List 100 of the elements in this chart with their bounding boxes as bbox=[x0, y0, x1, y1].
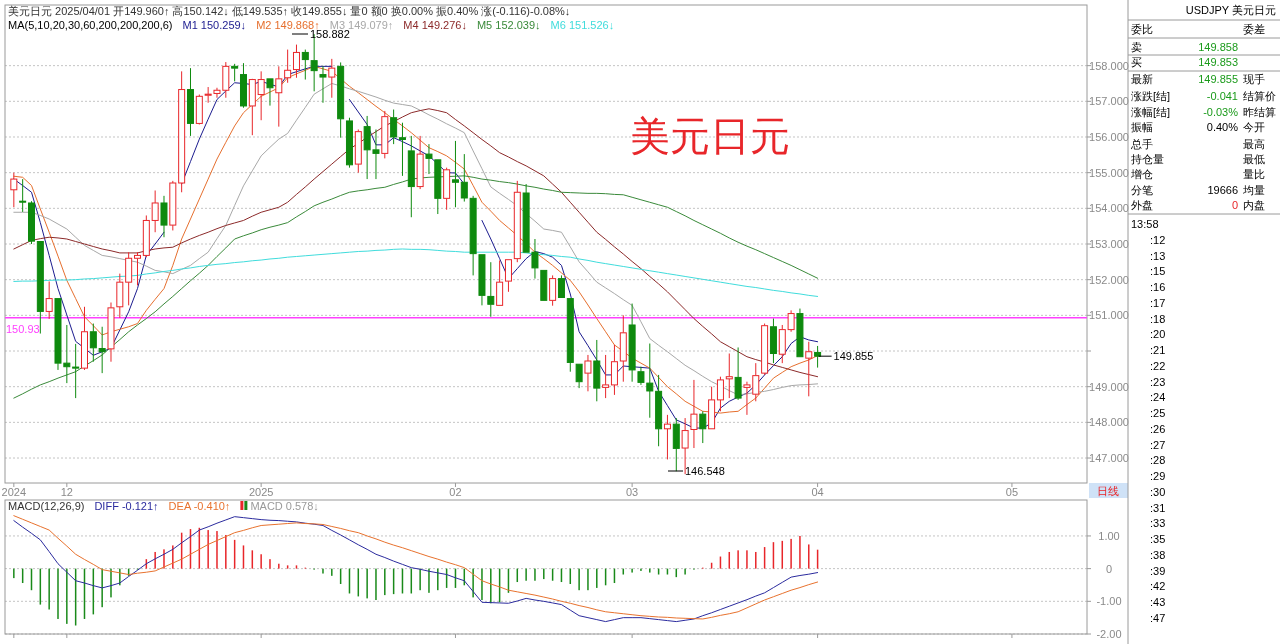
candlestick bbox=[266, 78, 274, 107]
y-tick-label: 148.000 bbox=[1089, 416, 1129, 429]
y-tick-label: 0 bbox=[1105, 562, 1113, 575]
category-label: 量比 bbox=[1243, 168, 1265, 180]
candlestick bbox=[125, 251, 133, 306]
x-tick-label: 04 bbox=[811, 486, 824, 498]
candlestick bbox=[451, 140, 459, 208]
candlestick bbox=[487, 261, 495, 318]
candlestick bbox=[398, 122, 406, 177]
text: M2 149.868↑ bbox=[256, 19, 320, 31]
text: :27 bbox=[1150, 438, 1166, 451]
text: :42 bbox=[1150, 580, 1166, 593]
annotation: 149.855 bbox=[833, 350, 874, 363]
candlestick bbox=[107, 302, 115, 363]
candlestick bbox=[549, 274, 557, 307]
category-label: 结算价 bbox=[1243, 90, 1276, 102]
candlestick bbox=[407, 135, 415, 218]
y-tick-label: 153.000 bbox=[1089, 238, 1129, 250]
candlestick bbox=[566, 298, 574, 373]
text: :13 bbox=[1150, 249, 1166, 262]
text: M1 150.259↓ bbox=[182, 19, 247, 31]
y-tick-label: 157.000 bbox=[1089, 95, 1129, 108]
text: M4 149.276↓ bbox=[403, 19, 467, 31]
text: 13:58 bbox=[1131, 218, 1159, 230]
category-label: 振幅 bbox=[1131, 121, 1153, 133]
text: :23 bbox=[1150, 375, 1166, 388]
y-tick-label: -2.00 bbox=[1096, 628, 1122, 640]
y-tick-label: 149.000 bbox=[1089, 380, 1129, 393]
category-label: 最新 bbox=[1131, 73, 1153, 85]
text: :18 bbox=[1150, 312, 1166, 325]
text: :15 bbox=[1150, 265, 1166, 278]
candlestick bbox=[19, 178, 27, 213]
series-label: DEA -0.410↑ bbox=[168, 500, 231, 512]
candlestick bbox=[690, 379, 698, 449]
x-tick-label: 2025 bbox=[248, 486, 274, 498]
candlestick bbox=[231, 63, 239, 82]
candlestick bbox=[814, 345, 822, 369]
candlestick bbox=[734, 346, 742, 401]
candlestick bbox=[434, 159, 442, 215]
text: :17 bbox=[1150, 296, 1166, 309]
candlestick bbox=[133, 251, 141, 286]
x-tick-label: 2024 bbox=[1, 486, 27, 498]
text: :26 bbox=[1150, 422, 1166, 435]
candlestick bbox=[619, 314, 627, 383]
candlestick bbox=[725, 353, 733, 399]
x-tick-label: 03 bbox=[625, 486, 639, 498]
candlestick bbox=[584, 354, 592, 392]
line-series bbox=[13, 248, 819, 297]
text: :16 bbox=[1150, 281, 1166, 293]
category-label: 内盘 bbox=[1243, 199, 1265, 211]
category-label: 买 bbox=[1131, 56, 1142, 68]
text: :38 bbox=[1150, 548, 1166, 561]
annotation: 158.882 bbox=[310, 28, 350, 40]
text: :28 bbox=[1150, 454, 1166, 467]
text: :35 bbox=[1150, 533, 1166, 545]
candlestick bbox=[275, 65, 283, 128]
candlestick bbox=[504, 259, 512, 293]
text: :39 bbox=[1150, 564, 1166, 577]
annotation: 146.548 bbox=[685, 465, 725, 477]
y-tick-label: 147.000 bbox=[1089, 452, 1129, 465]
category-label: 昨结算 bbox=[1243, 106, 1276, 118]
candlestick bbox=[655, 374, 663, 447]
candlestick bbox=[72, 343, 80, 399]
chart-title: 美元日元 2025/04/01 开149.960↑ 高150.142↓ 低149.535↑ 收149.855↓ 量0 额0 换0.00% 振0.40% 涨(-0.116)-0.08%↓ bbox=[8, 5, 571, 17]
candlestick bbox=[337, 61, 345, 139]
category-label: 最高 bbox=[1243, 138, 1265, 150]
candlestick bbox=[708, 386, 716, 430]
y-tick-label: 156.000 bbox=[1089, 130, 1129, 143]
candlestick bbox=[602, 354, 610, 399]
candlestick bbox=[557, 274, 565, 299]
text: :47 bbox=[1150, 611, 1166, 624]
text: :25 bbox=[1150, 407, 1166, 419]
text: 149.855 bbox=[1198, 73, 1238, 85]
y-tick-label: 151.000 bbox=[1089, 309, 1129, 322]
category-label: 分笔 bbox=[1131, 184, 1153, 196]
candlestick bbox=[496, 259, 504, 306]
text: M3 149.079↑ bbox=[329, 19, 394, 31]
candlestick bbox=[796, 308, 804, 358]
text: :24 bbox=[1150, 391, 1166, 404]
y-tick-label: 152.000 bbox=[1089, 273, 1129, 286]
candlestick bbox=[610, 344, 618, 396]
category-label: 卖 bbox=[1131, 41, 1142, 53]
text: 日线 bbox=[1097, 485, 1119, 497]
candlestick bbox=[575, 363, 583, 389]
x-tick-label: 05 bbox=[1005, 486, 1019, 498]
category-label: 委差 bbox=[1243, 23, 1265, 35]
ref-line-label: 150.93 bbox=[6, 322, 40, 335]
text: USDJPY 美元日元 bbox=[1185, 4, 1276, 16]
candlestick bbox=[160, 195, 168, 238]
candlestick bbox=[478, 254, 486, 306]
text: :12 bbox=[1150, 233, 1166, 246]
candlestick bbox=[425, 143, 433, 175]
y-tick-label: 1.00 bbox=[1098, 529, 1120, 542]
text: 149.858 bbox=[1198, 41, 1238, 53]
category-label: 外盘 bbox=[1131, 199, 1153, 211]
candlestick bbox=[416, 135, 424, 190]
chart-title: MACD(12,26,9) bbox=[8, 500, 85, 512]
annotation: 美元日元 bbox=[630, 114, 790, 158]
x-tick-label: 02 bbox=[449, 486, 462, 498]
y-tick-label: 155.000 bbox=[1089, 166, 1129, 179]
